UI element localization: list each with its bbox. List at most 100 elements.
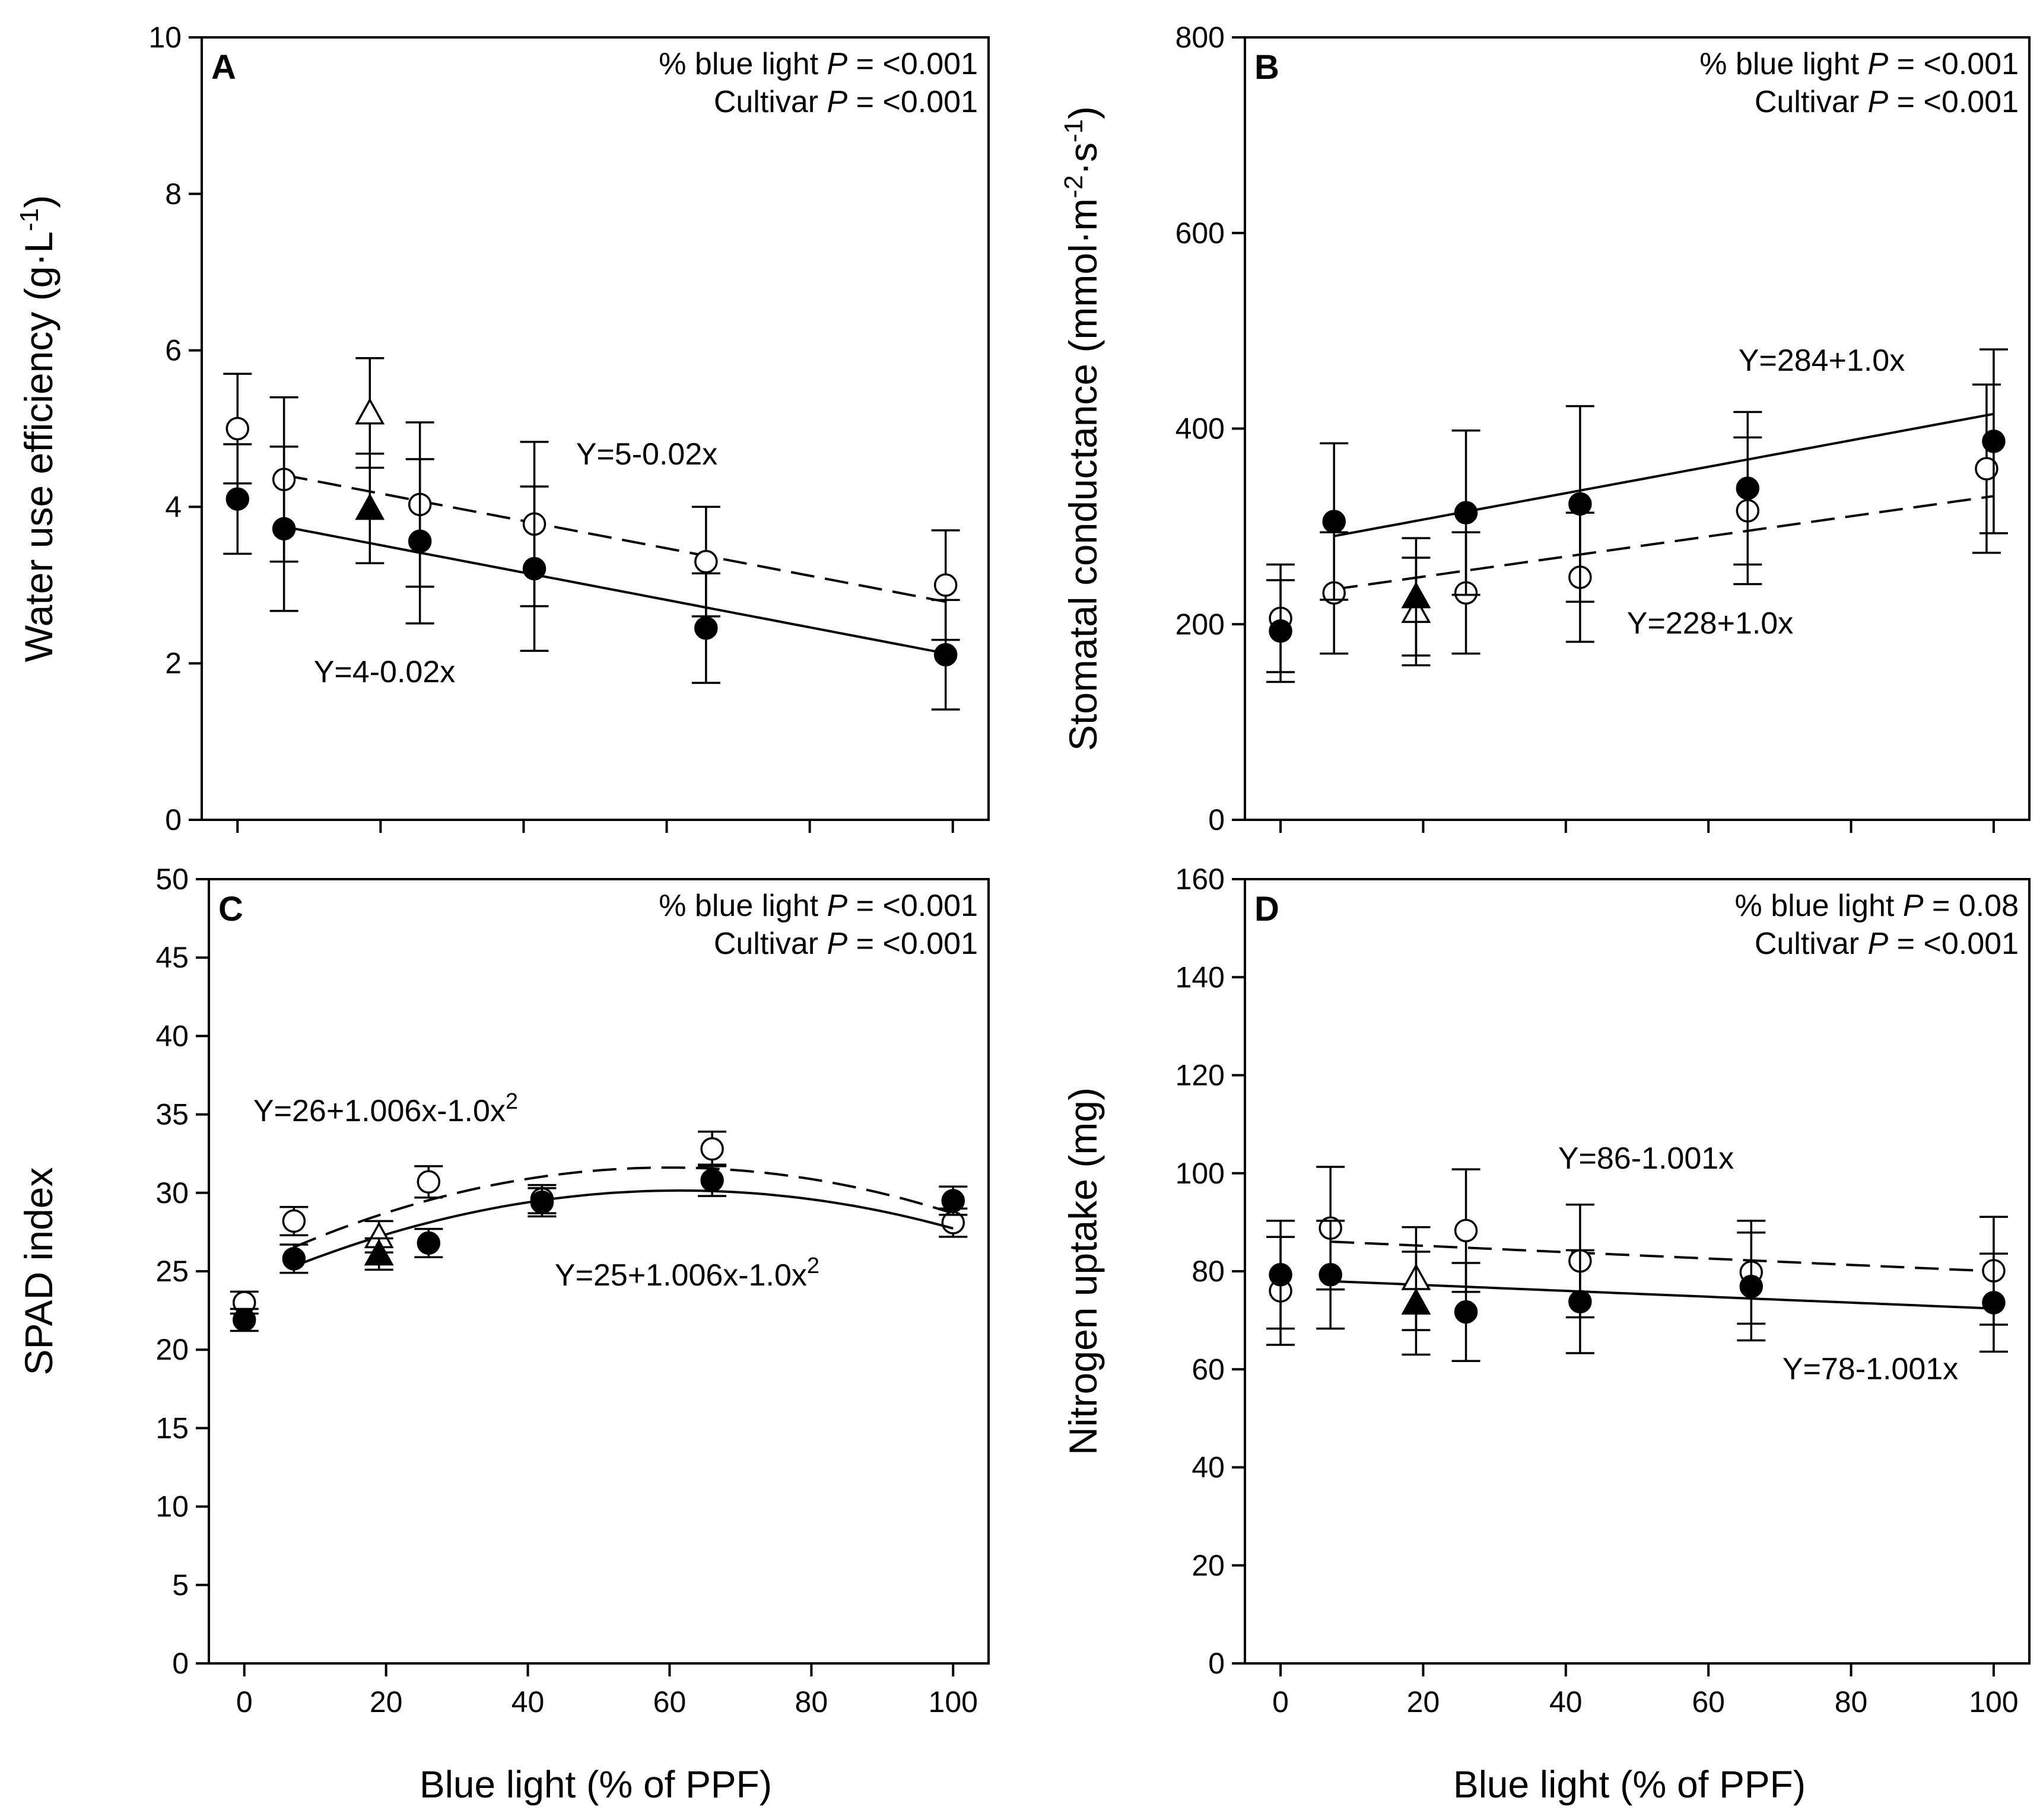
stats-p: P (827, 85, 848, 119)
stats-label: % blue light (1699, 47, 1867, 81)
fit-line-open (293, 1166, 954, 1249)
x-tick-label: 60 (653, 1685, 687, 1719)
y-axis-title-text: Water use efficiency (g·L (17, 231, 61, 662)
data-point-closed (282, 1247, 306, 1271)
stats-line: Cultivar P = <0.001 (714, 927, 978, 961)
equation-text: Y=26+1.006x-1.0x (253, 1094, 506, 1128)
stats-label: Cultivar (714, 85, 827, 119)
stats-label: % blue light (659, 47, 827, 81)
data-point-closed-triangle (364, 1239, 394, 1266)
data-point-closed (1269, 619, 1292, 643)
data-point-closed-triangle (1401, 1288, 1431, 1315)
equation-text: Y=284+1.0x (1739, 343, 1905, 378)
x-tick-label: 80 (1835, 1685, 1868, 1719)
y-tick-label: 2 (165, 647, 182, 680)
data-point-closed (1568, 1290, 1592, 1313)
y-tick-label: 10 (155, 1490, 189, 1523)
y-tick-label: 15 (155, 1411, 189, 1444)
data-point-open (282, 1209, 306, 1233)
data-point-closed (232, 1308, 256, 1332)
data-point-closed (1739, 1274, 1764, 1299)
equation-text: Y=86-1.001x (1558, 1141, 1734, 1176)
equation-label-closed: Y=284+1.0x (1739, 343, 1905, 378)
y-tick-label: 80 (1192, 1255, 1225, 1288)
stats-line: Cultivar P = <0.001 (1755, 927, 2019, 961)
y-tick-label: 0 (1208, 1647, 1225, 1680)
x-axis-title-right: Blue light (% of PPF) (1453, 1763, 1806, 1806)
equation-label-closed: Y=4-0.02x (314, 655, 456, 689)
y-tick-label: 600 (1175, 217, 1225, 250)
y-axis-title-text: Nitrogen uptake (mg) (1061, 1087, 1105, 1455)
y-tick-label: 0 (172, 1647, 189, 1680)
data-point-open (225, 416, 250, 441)
x-tick-label: 80 (795, 1685, 828, 1719)
y-tick-label: 40 (1192, 1451, 1225, 1484)
x-axis-title-left: Blue light (% of PPF) (420, 1763, 772, 1806)
panel-c: 0 5 10 15 20 25 30 35 40 45 50 0 20 40 60 80 100 SPAD ind… (17, 863, 990, 1719)
data-point-closed (694, 616, 718, 640)
fit-line-closed (293, 1189, 954, 1268)
y-axis-title: Water use efficiency (g·L-1) (15, 195, 61, 662)
y-tick-label: 60 (1192, 1353, 1225, 1386)
y-axis-title-sup: -2 (1059, 175, 1088, 198)
stats-line: Cultivar P = <0.001 (714, 85, 978, 119)
y-tick-label: 160 (1175, 863, 1225, 896)
fit-line-open (284, 473, 946, 603)
x-tick-label: 100 (1969, 1685, 2018, 1719)
x-tick-label: 20 (370, 1685, 403, 1719)
equation-text: Y=25+1.006x-1.0x (555, 1258, 807, 1293)
y-tick-label: 5 (172, 1568, 189, 1602)
y-tick-label: 50 (155, 863, 189, 896)
stats-p: P (1903, 889, 1924, 923)
stats-label: Cultivar (1755, 85, 1868, 119)
y-tick-label: 800 (1175, 21, 1225, 54)
y-tick-label: 100 (1175, 1157, 1225, 1190)
data-point-closed (1269, 1263, 1292, 1287)
stats-line: % blue light P = <0.001 (659, 889, 978, 923)
y-axis-title: Nitrogen uptake (mg) (1061, 1087, 1105, 1455)
data-point-closed (933, 642, 958, 667)
data-point-open-triangle (355, 397, 385, 425)
data-point-closed (1982, 429, 2006, 453)
stats-label: Cultivar (1755, 927, 1868, 961)
y-tick-label: 400 (1175, 412, 1225, 446)
equation-sup: 2 (807, 1253, 819, 1278)
y-tick-label: 40 (155, 1019, 189, 1052)
x-tick-label: 0 (1272, 1685, 1289, 1719)
y-tick-label: 4 (165, 490, 182, 523)
stats-p: P (1868, 47, 1889, 81)
y-tick-label: 20 (1192, 1549, 1225, 1582)
x-tick-label: 0 (236, 1685, 253, 1719)
series-open-triangle (355, 357, 385, 469)
stats-p: P (1868, 927, 1889, 961)
data-point-closed (272, 517, 296, 541)
y-axis-title: SPAD index (17, 1167, 61, 1376)
y-tick-label: 30 (155, 1176, 189, 1210)
stats-value: = <0.001 (847, 47, 978, 81)
x-tick-label: 100 (929, 1685, 978, 1719)
data-point-closed (1454, 1300, 1478, 1324)
equation-text: Y=228+1.0x (1627, 606, 1793, 641)
y-tick-label: 0 (165, 803, 182, 836)
y-axis-title-tail: ) (17, 195, 61, 208)
stats-value: = <0.001 (1888, 47, 2019, 81)
data-point-open (700, 1137, 724, 1161)
stats-label: Cultivar (714, 927, 827, 961)
series-closed-triangle (364, 1237, 394, 1271)
series-closed: Y=25+1.006x-1.0x2 (230, 1163, 968, 1332)
data-point-open (417, 1170, 441, 1194)
data-point-closed (522, 556, 547, 581)
equation-label-open: Y=5-0.02x (576, 437, 718, 472)
equation-text: Y=78-1.001x (1783, 1352, 1958, 1386)
y-tick-label: 200 (1175, 607, 1225, 641)
x-axis-titles: Blue light (% of PPF) Blue light (% of P… (420, 1763, 1806, 1806)
equation-label-closed: Y=78-1.001x (1783, 1352, 1958, 1386)
data-point-closed (225, 487, 250, 511)
x-tick-label: 40 (1549, 1685, 1583, 1719)
data-point-closed (1454, 501, 1478, 525)
data-point-open (933, 573, 958, 597)
panel-letter: C (218, 890, 243, 928)
data-point-closed (700, 1168, 724, 1192)
series-closed-triangle (1401, 537, 1431, 657)
